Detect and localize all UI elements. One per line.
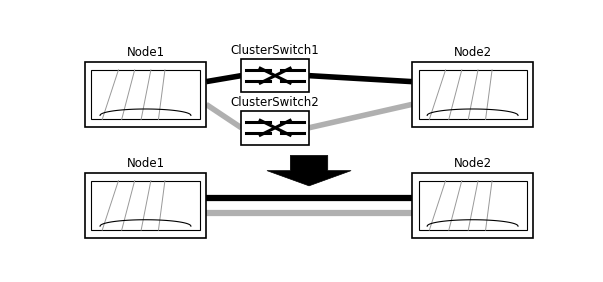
- Bar: [412, 173, 534, 238]
- Text: ClusterSwitch1: ClusterSwitch1: [231, 44, 320, 57]
- Bar: [418, 181, 526, 230]
- Bar: [241, 111, 309, 145]
- Bar: [241, 59, 309, 92]
- Text: Node2: Node2: [453, 46, 491, 59]
- Text: Node1: Node1: [127, 46, 165, 59]
- Bar: [92, 181, 200, 230]
- Bar: [92, 70, 200, 119]
- Bar: [412, 62, 534, 127]
- Text: Node1: Node1: [127, 157, 165, 169]
- Text: ClusterSwitch2: ClusterSwitch2: [231, 96, 320, 109]
- Bar: [84, 62, 206, 127]
- Bar: [418, 70, 526, 119]
- Text: Node2: Node2: [453, 157, 491, 169]
- Polygon shape: [267, 155, 351, 186]
- Bar: [84, 173, 206, 238]
